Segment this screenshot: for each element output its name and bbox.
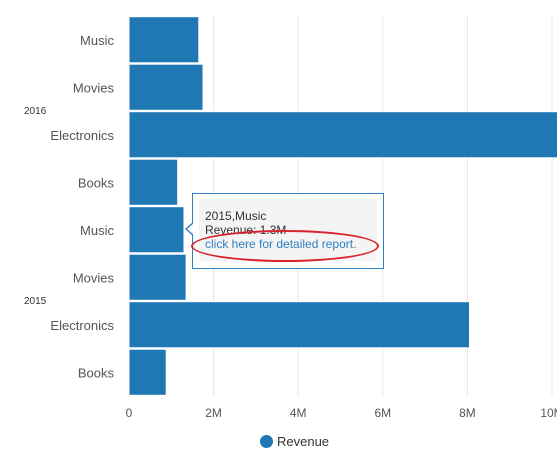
tooltip-value: Revenue: 1.3M (205, 223, 287, 237)
x-tick-label: 0 (126, 406, 133, 420)
bars (128, 16, 557, 396)
category-label: Electronics (50, 318, 114, 333)
group-label: 2015 (24, 296, 47, 307)
category-label: Movies (73, 270, 115, 285)
category-label: Music (80, 223, 114, 238)
bar-2015-movies[interactable] (128, 253, 187, 301)
bar-2016-books[interactable] (128, 158, 179, 206)
category-label: Movies (73, 80, 115, 95)
bar-2016-music[interactable] (128, 16, 200, 64)
bar-2015-electronics[interactable] (128, 301, 471, 349)
category-label: Electronics (50, 128, 114, 143)
tooltip-title: 2015,Music (205, 209, 267, 223)
x-tick-label: 2M (205, 406, 222, 420)
bar-2016-movies[interactable] (128, 63, 204, 111)
tooltip-body: 2015,Music Revenue: 1.3M click here for … (199, 199, 377, 261)
x-tick-label: 4M (290, 406, 307, 420)
legend[interactable]: Revenue (260, 434, 329, 449)
category-label: Books (78, 365, 115, 380)
x-tick-label: 8M (459, 406, 476, 420)
x-tick-label: 6M (374, 406, 391, 420)
bar-2015-books[interactable] (128, 348, 167, 396)
category-label: Books (78, 175, 115, 190)
bar-2016-electronics[interactable] (128, 111, 557, 159)
labels: 0 2M 4M 6M 8M 10M Music Movies Electronics Books M… (24, 33, 557, 420)
legend-swatch (260, 435, 273, 448)
bar-2015-music[interactable] (128, 206, 185, 254)
detailed-report-link[interactable]: click here for detailed report. (205, 237, 357, 251)
legend-label: Revenue (277, 434, 330, 449)
category-label: Music (80, 33, 114, 48)
tooltip: 2015,Music Revenue: 1.3M click here for … (185, 193, 384, 269)
group-label: 2016 (24, 106, 47, 117)
x-tick-label: 10M (540, 406, 557, 420)
